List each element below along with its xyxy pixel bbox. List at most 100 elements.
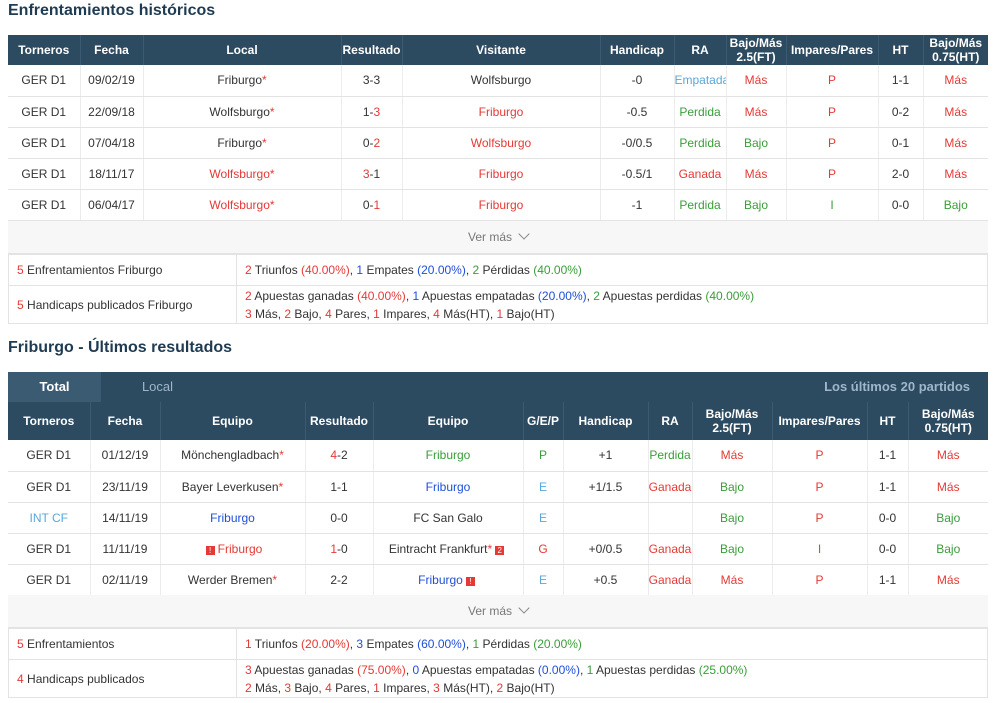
away-team-cell[interactable]: Wolfsburgo — [402, 127, 601, 159]
summary-count: 4 — [325, 306, 332, 321]
home-team-name[interactable]: Mönchengladbach — [181, 448, 280, 463]
col-resultado[interactable]: Resultado — [341, 35, 403, 65]
away-team-name[interactable]: FC San Galo — [413, 510, 483, 525]
result-cell[interactable]: 0-1 — [341, 189, 403, 221]
away-team-cell[interactable]: Friburgo — [402, 96, 601, 128]
home-team-cell[interactable]: Bayer Leverkusen* — [160, 471, 306, 503]
result-cell[interactable]: 3-1 — [341, 158, 403, 190]
league-cell[interactable]: GER D1 — [8, 96, 81, 128]
ver-mas-button[interactable]: Ver más — [8, 595, 988, 628]
home-team-name[interactable]: Friburgo — [217, 541, 263, 556]
away-team-name[interactable]: Friburgo — [425, 448, 471, 463]
col-bm075[interactable]: Bajo/Más 0.75(HT) — [923, 35, 988, 65]
home-team-cell[interactable]: Wolfsburgo* — [143, 189, 342, 221]
league-cell[interactable]: GER D1 — [8, 440, 91, 472]
result-cell[interactable]: 3-3 — [341, 65, 403, 97]
away-team-cell[interactable]: Friburgo — [402, 158, 601, 190]
col-torneros[interactable]: Torneros — [8, 402, 91, 440]
home-team-name[interactable]: Friburgo — [217, 73, 262, 88]
last-20-matches-label[interactable]: Los últimos 20 partidos — [824, 379, 970, 394]
result-cell[interactable]: 4-2 — [305, 440, 374, 472]
home-team-cell[interactable]: Wolfsburgo* — [143, 96, 342, 128]
league-cell[interactable]: GER D1 — [8, 471, 91, 503]
col-impares-pares[interactable]: Impares/Pares — [786, 35, 879, 65]
col-bm25[interactable]: Bajo/Más 2.5(FT) — [726, 35, 787, 65]
col-local[interactable]: Local — [143, 35, 342, 65]
result-cell[interactable]: 1-0 — [305, 533, 374, 565]
col-ra[interactable]: RA — [674, 35, 727, 65]
away-team-cell[interactable]: Wolfsburgo — [402, 65, 601, 97]
away-team-name[interactable]: Eintracht Frankfurt — [388, 541, 488, 556]
away-team-name[interactable]: Wolfsburgo — [470, 135, 532, 150]
col-ht[interactable]: HT — [878, 35, 924, 65]
league-cell[interactable]: GER D1 — [8, 127, 81, 159]
summary-count: 3 — [245, 306, 252, 321]
away-team-name[interactable]: Friburgo — [478, 197, 524, 212]
away-team-cell[interactable]: Eintracht Frankfurt* 2 — [373, 533, 524, 565]
home-team-cell[interactable]: ! Friburgo — [160, 533, 306, 565]
home-team-cell[interactable]: Werder Bremen* — [160, 564, 306, 596]
home-team-name[interactable]: Friburgo — [210, 510, 255, 525]
col-torneros[interactable]: Torneros — [8, 35, 81, 65]
league-cell[interactable]: GER D1 — [8, 158, 81, 190]
bm075-cell: Más — [908, 471, 988, 503]
home-team-name[interactable]: Wolfsburgo — [209, 197, 270, 212]
away-team-name[interactable]: Friburgo — [425, 479, 471, 494]
league-cell[interactable]: GER D1 — [8, 65, 81, 97]
league-cell[interactable]: GER D1 — [8, 564, 91, 596]
summary-percent: (40.00%) — [357, 288, 406, 303]
tab-total[interactable]: Total — [8, 372, 101, 402]
home-team-name[interactable]: Bayer Leverkusen — [181, 479, 279, 494]
col-handicap[interactable]: Handicap — [563, 402, 649, 440]
league-cell[interactable]: GER D1 — [8, 189, 81, 221]
results-tabs: Total Local Los últimos 20 partidos — [8, 372, 988, 402]
home-team-cell[interactable]: Mönchengladbach* — [160, 440, 306, 472]
away-team-name[interactable]: Wolfsburgo — [470, 73, 532, 88]
summary-label: 5 Handicaps publicados Friburgo — [8, 285, 237, 324]
col-fecha[interactable]: Fecha — [80, 35, 144, 65]
league-cell[interactable]: INT CF — [8, 502, 91, 534]
bm25-cell: Más — [726, 65, 787, 97]
result-cell[interactable]: 1-1 — [305, 471, 374, 503]
col-ra[interactable]: RA — [648, 402, 693, 440]
ver-mas-button[interactable]: Ver más — [8, 221, 988, 254]
league-cell[interactable]: GER D1 — [8, 533, 91, 565]
col-bm075[interactable]: Bajo/Más 0.75(HT) — [908, 402, 988, 440]
col-handicap[interactable]: Handicap — [600, 35, 675, 65]
away-team-name[interactable]: Friburgo — [478, 104, 524, 119]
away-team-name[interactable]: Friburgo — [478, 166, 524, 181]
col-equipo-local[interactable]: Equipo — [160, 402, 306, 440]
col-gep[interactable]: G/E/P — [523, 402, 564, 440]
away-team-cell[interactable]: Friburgo — [373, 471, 524, 503]
result-cell[interactable]: 0-0 — [305, 502, 374, 534]
home-team-cell[interactable]: Wolfsburgo* — [143, 158, 342, 190]
result-cell[interactable]: 2-2 — [305, 564, 374, 596]
home-team-name[interactable]: Wolfsburgo — [209, 166, 270, 181]
away-team-cell[interactable]: Friburgo — [402, 189, 601, 221]
tab-local[interactable]: Local — [141, 379, 174, 394]
col-visitante[interactable]: Visitante — [402, 35, 601, 65]
summary-percent: (20.00%) — [537, 288, 587, 303]
col-fecha[interactable]: Fecha — [90, 402, 161, 440]
result-cell[interactable]: 0-2 — [341, 127, 403, 159]
col-ht[interactable]: HT — [867, 402, 909, 440]
col-bm25[interactable]: Bajo/Más 2.5(FT) — [692, 402, 773, 440]
home-team-name[interactable]: Wolfsburgo — [209, 104, 270, 119]
home-team-name[interactable]: Werder Bremen — [187, 572, 273, 587]
home-team-cell[interactable]: Friburgo* — [143, 127, 342, 159]
away-team-cell[interactable]: FC San Galo — [373, 502, 524, 534]
bm25-cell: Más — [726, 158, 787, 190]
away-team-name[interactable]: Friburgo — [418, 572, 463, 587]
summary-percent: (25.00%) — [698, 662, 748, 677]
result-cell[interactable]: 1-3 — [341, 96, 403, 128]
away-team-cell[interactable]: Friburgo — [373, 440, 524, 472]
away-team-cell[interactable]: Friburgo! — [373, 564, 524, 596]
home-team-cell[interactable]: Friburgo* — [143, 65, 342, 97]
col-impares-pares[interactable]: Impares/Pares — [772, 402, 868, 440]
home-team-name[interactable]: Friburgo — [217, 135, 262, 150]
home-star-icon: * — [279, 448, 284, 463]
home-team-cell[interactable]: Friburgo — [160, 502, 306, 534]
red-card-icon: ! — [465, 576, 475, 586]
col-resultado[interactable]: Resultado — [305, 402, 374, 440]
col-equipo-visitante[interactable]: Equipo — [373, 402, 524, 440]
